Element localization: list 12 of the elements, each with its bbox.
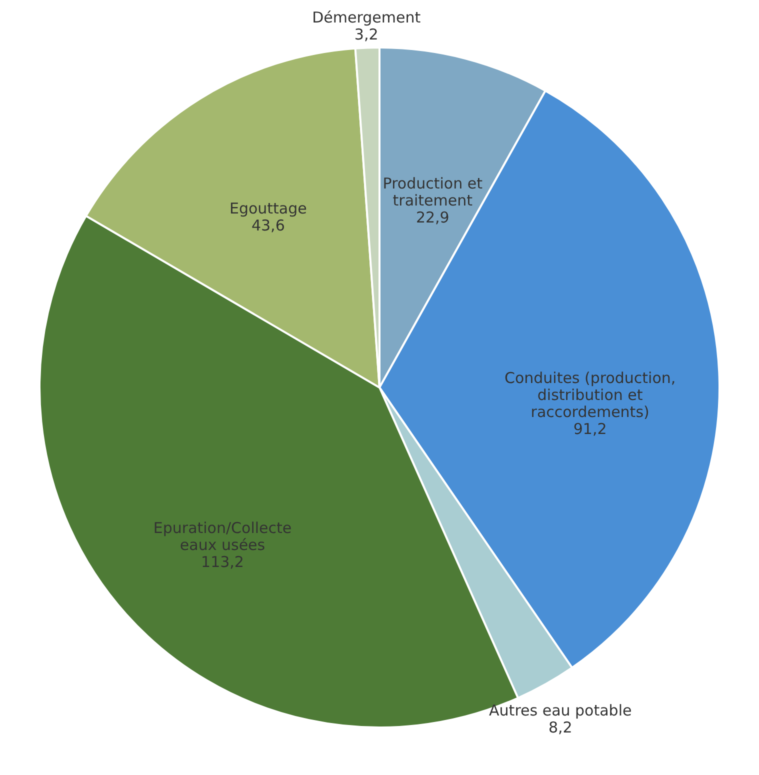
data-label: 43,6 [251, 216, 285, 234]
data-label: 22,9 [416, 208, 450, 227]
data-label: 3,2 [354, 26, 378, 44]
data-label: 8,2 [548, 718, 572, 736]
slice-label: Démergement [312, 8, 421, 27]
slice-label: Epuration/Collecte eaux usées [153, 519, 292, 554]
slice-label: Conduites (production, distribution et raccordements) [504, 368, 676, 421]
slice-label: Production et traitement [382, 174, 483, 210]
data-label: 91,2 [573, 420, 607, 438]
slice-label: Autres eau potable [489, 701, 632, 720]
slice-label: Egouttage [229, 200, 307, 218]
data-label: 113,2 [201, 553, 244, 572]
